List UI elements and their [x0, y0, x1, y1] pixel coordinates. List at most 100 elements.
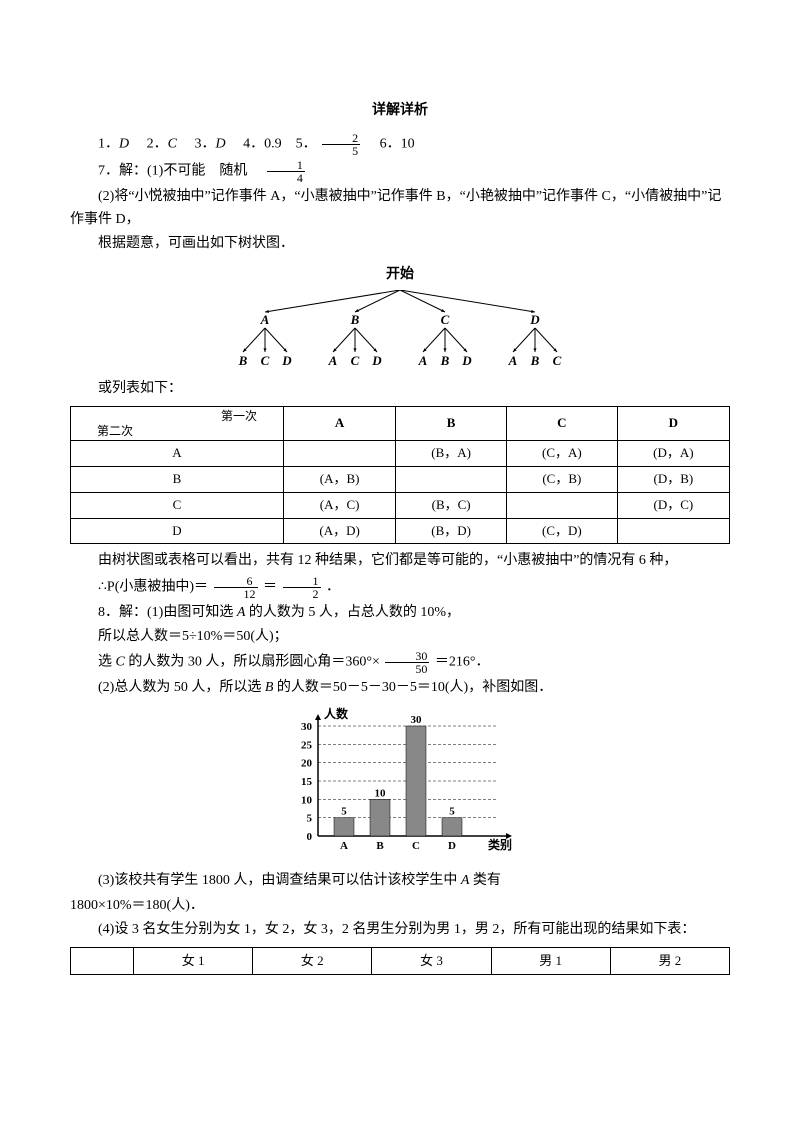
svg-text:5: 5 — [307, 813, 313, 825]
fraction-30-50: 3050 — [385, 650, 429, 675]
q3-ans: D — [215, 137, 225, 152]
table-cell — [506, 492, 617, 518]
q7-part2b: 根据题意，可画出如下树状图． — [70, 233, 730, 255]
table-cell: (D，B) — [617, 466, 729, 492]
svg-text:C: C — [441, 312, 450, 327]
q8-part3a: (3)该校共有学生 1800 人，由调查结果可以估计该校学生中 A 类有 — [70, 870, 730, 892]
svg-text:C: C — [261, 353, 270, 368]
corner-top: 第一次 — [77, 409, 277, 423]
table-cell: (D，A) — [617, 441, 729, 467]
q7-part1: 7．解：(1)不可能 随机 14 — [70, 159, 730, 184]
table-corner: 第一次 第二次 — [71, 407, 284, 441]
svg-text:D: D — [448, 840, 456, 852]
svg-text:0: 0 — [307, 831, 313, 843]
svg-text:A: A — [328, 353, 338, 368]
col-B: B — [396, 407, 507, 441]
table-cell: (B，C) — [396, 492, 507, 518]
svg-text:5: 5 — [449, 806, 455, 818]
svg-text:A: A — [260, 312, 270, 327]
table-cell: (C，A) — [506, 441, 617, 467]
q4-5: 4．0.9 5． — [229, 137, 317, 152]
svg-text:C: C — [412, 840, 420, 852]
table-cell: (B，A) — [396, 441, 507, 467]
svg-text:B: B — [350, 312, 360, 327]
q8-part1b: 所以总人数＝5÷10%＝50(人)； — [70, 626, 730, 648]
svg-text:A: A — [508, 353, 518, 368]
svg-text:C: C — [553, 353, 562, 368]
table-cell — [71, 948, 134, 975]
svg-text:30: 30 — [411, 714, 423, 726]
list-caption: 或列表如下： — [70, 378, 730, 400]
q8-part1c: 选 C 的人数为 30 人，所以扇形圆心角＝360°× 3050 ＝216°． — [70, 650, 730, 675]
table-cell — [396, 466, 507, 492]
svg-text:B: B — [440, 353, 450, 368]
row-header: A — [71, 441, 284, 467]
table-cell — [617, 518, 729, 544]
q1-ans: D — [119, 137, 129, 152]
svg-text:30: 30 — [301, 721, 313, 733]
q2-ans: C — [168, 137, 177, 152]
svg-text:D: D — [461, 353, 472, 368]
fraction-1-4: 14 — [267, 159, 305, 184]
table-cell: (C，B) — [506, 466, 617, 492]
tree-diagram: 开始 ABCDBACDCABDDABC — [220, 264, 580, 370]
after-table-1: 由树状图或表格可以看出，共有 12 种结果，它们都是等可能的，“小惠被抽中”的情… — [70, 550, 730, 572]
page-title: 详解详析 — [70, 100, 730, 122]
table-cell: 女 1 — [134, 948, 253, 975]
q7-part2: (2)将“小悦被抽中”记作事件 A，“小惠被抽中”记作事件 B，“小艳被抽中”记… — [70, 186, 730, 231]
svg-text:类别: 类别 — [488, 837, 512, 852]
svg-text:A: A — [418, 353, 428, 368]
fraction-1-2: 12 — [283, 575, 321, 600]
q7-text: 7．解：(1)不可能 随机 — [98, 164, 261, 179]
svg-text:5: 5 — [341, 806, 347, 818]
q3: 3． — [180, 137, 215, 152]
svg-text:C: C — [351, 353, 360, 368]
svg-text:D: D — [371, 353, 382, 368]
bar-chart: 0 5 10 15 20 25 30 A 5 B 10 C 30 D 5 人数类别 — [270, 706, 530, 864]
table-cell: 女 3 — [372, 948, 491, 975]
table-cell: 男 1 — [491, 948, 610, 975]
row-header: B — [71, 466, 284, 492]
svg-text:25: 25 — [301, 739, 313, 751]
outcome-table: 第一次 第二次 A B C D A(B，A)(C，A)(D，A)B(A，B)(C… — [70, 406, 730, 544]
svg-text:10: 10 — [375, 787, 387, 799]
table-cell — [284, 441, 396, 467]
period-1: ． — [326, 579, 340, 594]
q8-part4: (4)设 3 名女生分别为女 1，女 2，女 3，2 名男生分别为男 1，男 2… — [70, 919, 730, 941]
q8-part3b: 1800×10%＝180(人)． — [70, 895, 730, 917]
col-D: D — [617, 407, 729, 441]
row-header: C — [71, 492, 284, 518]
svg-text:D: D — [281, 353, 292, 368]
svg-text:人数: 人数 — [324, 706, 349, 721]
fraction-2-5: 25 — [322, 132, 360, 157]
svg-text:15: 15 — [301, 776, 313, 788]
col-A: A — [284, 407, 396, 441]
tree-root: 开始 — [220, 264, 580, 286]
probability-line: ∴P(小惠被抽中)＝ 612 ＝ 12 ． — [70, 575, 730, 600]
row-header: D — [71, 518, 284, 544]
svg-text:20: 20 — [301, 758, 313, 770]
table-cell: (B，D) — [396, 518, 507, 544]
table-cell: (C，D) — [506, 518, 617, 544]
q8-part2: (2)总人数为 50 人，所以选 B 的人数＝50－5－30－5＝10(人)，补… — [70, 677, 730, 699]
svg-text:B: B — [238, 353, 248, 368]
table-cell: (A，D) — [284, 518, 396, 544]
svg-text:10: 10 — [301, 794, 313, 806]
q6: 6．10 — [366, 137, 415, 152]
q1: 1． — [98, 137, 119, 152]
q8-part1a: 8．解：(1)由图可知选 A 的人数为 5 人，占总人数的 10%， — [70, 602, 730, 624]
q2: 2． — [133, 137, 168, 152]
answers-line-1: 1．D 2．C 3．D 4．0.9 5． 25 6．10 — [70, 132, 730, 157]
svg-text:A: A — [340, 840, 348, 852]
svg-text:B: B — [530, 353, 540, 368]
table-cell: 女 2 — [253, 948, 372, 975]
equals-1: ＝ — [263, 579, 277, 594]
col-C: C — [506, 407, 617, 441]
table-cell: 男 2 — [610, 948, 729, 975]
svg-text:D: D — [529, 312, 540, 327]
prob-text: ∴P(小惠被抽中)＝ — [98, 579, 208, 594]
bottom-table: 女 1女 2女 3男 1男 2 — [70, 947, 730, 975]
svg-text:B: B — [376, 840, 384, 852]
table-cell: (A，C) — [284, 492, 396, 518]
corner-bottom: 第二次 — [77, 424, 277, 438]
